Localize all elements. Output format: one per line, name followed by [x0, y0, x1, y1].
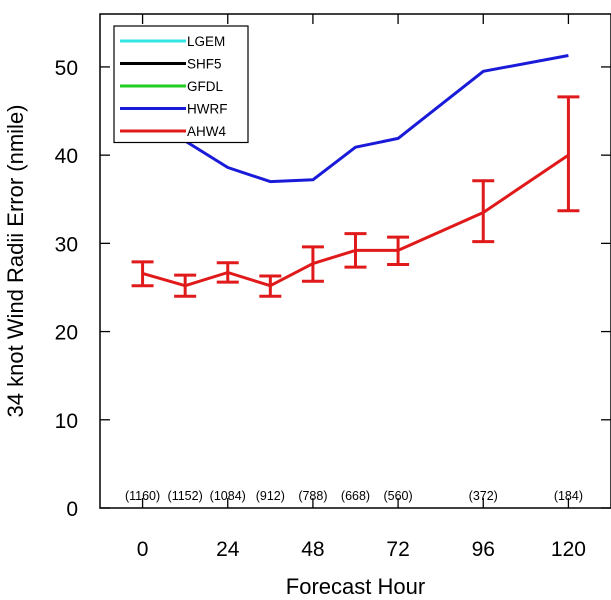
series-layer [131, 54, 580, 298]
x-axis-title: Forecast Hour [286, 574, 425, 599]
x-tick-label: 48 [301, 538, 324, 561]
legend-label-gfdl: GFDL [187, 79, 223, 94]
y-tick-label: 50 [55, 57, 78, 80]
x-tick-labels: 0 24 48 72 96 120 [137, 538, 586, 561]
plot-frame [99, 13, 611, 509]
x-tick-label: 96 [472, 538, 495, 561]
sample-count-label: (668) [341, 489, 370, 503]
axis-ticks [100, 14, 611, 509]
legend-label-shf5: SHF5 [187, 57, 222, 72]
y-tick-label: 40 [55, 145, 78, 168]
legend-label-hwrf: HWRF [187, 102, 228, 117]
x-tick-label: 72 [386, 538, 409, 561]
sample-count-labels: (1160) (1152) (1084) (912) (788) (668) (560) (3… [125, 489, 583, 503]
sample-count-label: (1084) [210, 489, 246, 503]
y-tick-label: 0 [66, 498, 78, 521]
x-tick-label: 120 [551, 538, 586, 561]
sample-count-label: (1160) [125, 489, 160, 503]
y-tick-label: 30 [55, 233, 78, 256]
y-tick-label: 10 [55, 410, 78, 433]
sample-count-label: (912) [256, 489, 285, 503]
sample-count-label: (372) [469, 489, 498, 503]
sample-count-label: (560) [383, 489, 412, 503]
legend-box [113, 25, 249, 144]
sample-count-label: (184) [554, 489, 583, 503]
y-tick-labels: 0 10 20 30 40 50 [55, 57, 78, 521]
series-line-hwrf [141, 54, 569, 184]
legend-label-ahw4: AHW4 [187, 124, 226, 139]
y-tick-label: 20 [55, 322, 78, 345]
legend: LGEM SHF5 GFDL HWRF AHW4 [113, 25, 249, 144]
y-axis-title: 34 knot Wind Radii Error (nmile) [3, 105, 28, 418]
legend-label-lgem: LGEM [187, 34, 225, 49]
x-tick-label: 24 [216, 538, 240, 561]
sample-count-label: (788) [298, 489, 327, 503]
x-tick-label: 0 [137, 538, 149, 561]
sample-count-label: (1152) [168, 489, 203, 503]
